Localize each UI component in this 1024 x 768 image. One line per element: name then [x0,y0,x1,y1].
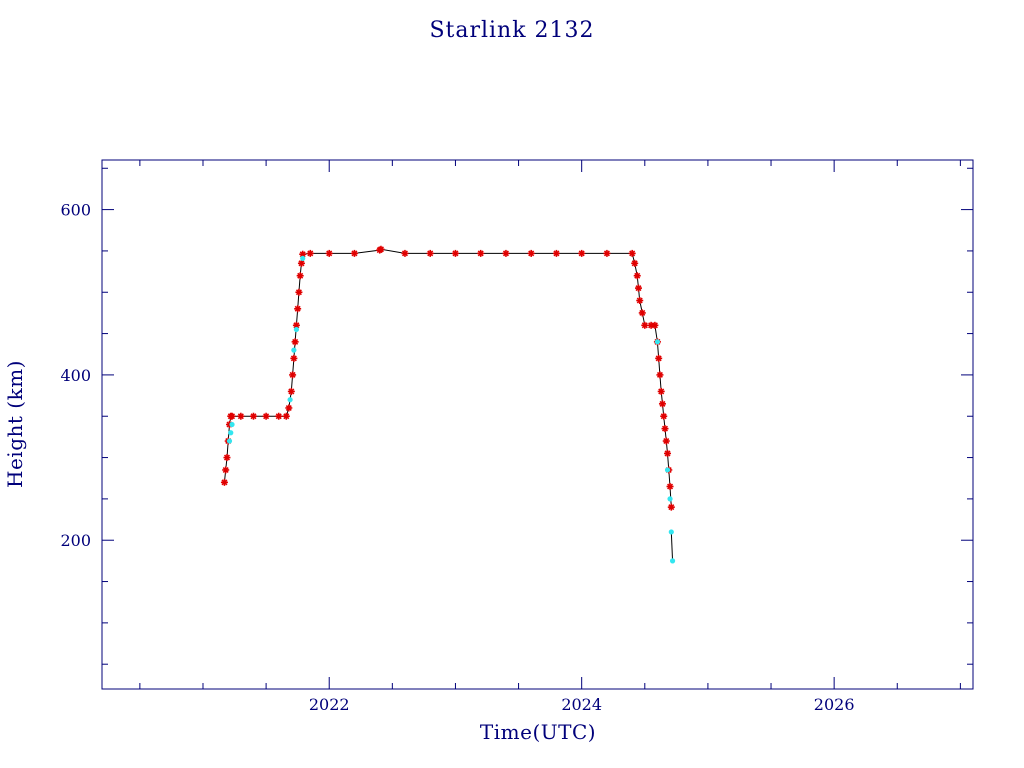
y-tick-label: 200 [60,531,91,550]
data-point [451,249,459,257]
data-point [287,397,293,403]
x-tick-label: 2024 [561,695,602,714]
data-point [282,412,290,420]
data-point [636,297,644,305]
data-point [631,259,639,267]
data-point [669,558,676,564]
x-tick-label: 2022 [309,695,350,714]
data-point [664,467,671,473]
data-point [223,454,231,462]
data-point [668,529,674,535]
axis-ticks [102,160,973,689]
data-point [295,288,303,296]
data-point [287,387,295,395]
data-point [294,305,302,313]
data-point [291,347,297,353]
data-point [502,249,510,257]
data-point [603,249,611,257]
data-point [229,421,235,428]
data-point [350,249,358,257]
data-point [293,326,299,333]
chart-title: Starlink 2132 [429,18,594,43]
data-point [628,249,636,257]
data-point [633,272,641,280]
data-point [296,272,304,280]
data-point [285,404,293,412]
data-point [290,354,298,362]
data-point [226,438,233,444]
data-point [262,412,270,420]
data-point [662,437,670,445]
data-point [667,496,673,502]
data-point [552,249,560,257]
data-point [641,321,649,329]
data-point [654,339,661,345]
data-point [228,430,234,436]
data-point [634,284,642,292]
data-point [661,425,669,433]
data-point [237,412,245,420]
data-point [660,412,668,420]
data-point [289,371,297,379]
data-point [527,249,535,257]
data-point [651,321,659,329]
x-axis-label: Time(UTC) [480,720,596,744]
data-point [667,503,675,511]
data-point [658,400,666,408]
tail-line [670,531,674,561]
y-tick-labels: 200 400 600 [60,201,91,551]
x-tick-labels: 2022 2024 2026 [309,695,855,714]
plot-frame [101,159,974,690]
data-point [664,449,672,457]
data-point [222,466,230,474]
data-point [666,482,674,490]
data-point [292,321,300,329]
data-point [426,249,434,257]
trajectory-line [223,248,672,508]
data-point [377,245,385,253]
y-tick-label: 400 [60,366,91,385]
y-axis-label: Height (km) [3,360,27,488]
data-point [578,249,586,257]
x-tick-label: 2026 [814,695,855,714]
data-series [220,245,676,564]
data-point [249,412,257,420]
data-point [401,249,409,257]
data-point [638,309,646,317]
data-point [477,249,485,257]
data-point [656,371,664,379]
data-point [655,354,663,362]
data-point [297,259,305,267]
data-point [325,249,333,257]
data-point [306,249,314,257]
data-point [220,478,228,486]
data-point [657,387,665,395]
data-point [275,412,283,420]
y-tick-label: 600 [60,201,91,220]
data-point [300,255,306,261]
data-point [291,338,299,346]
data-point [228,412,236,420]
